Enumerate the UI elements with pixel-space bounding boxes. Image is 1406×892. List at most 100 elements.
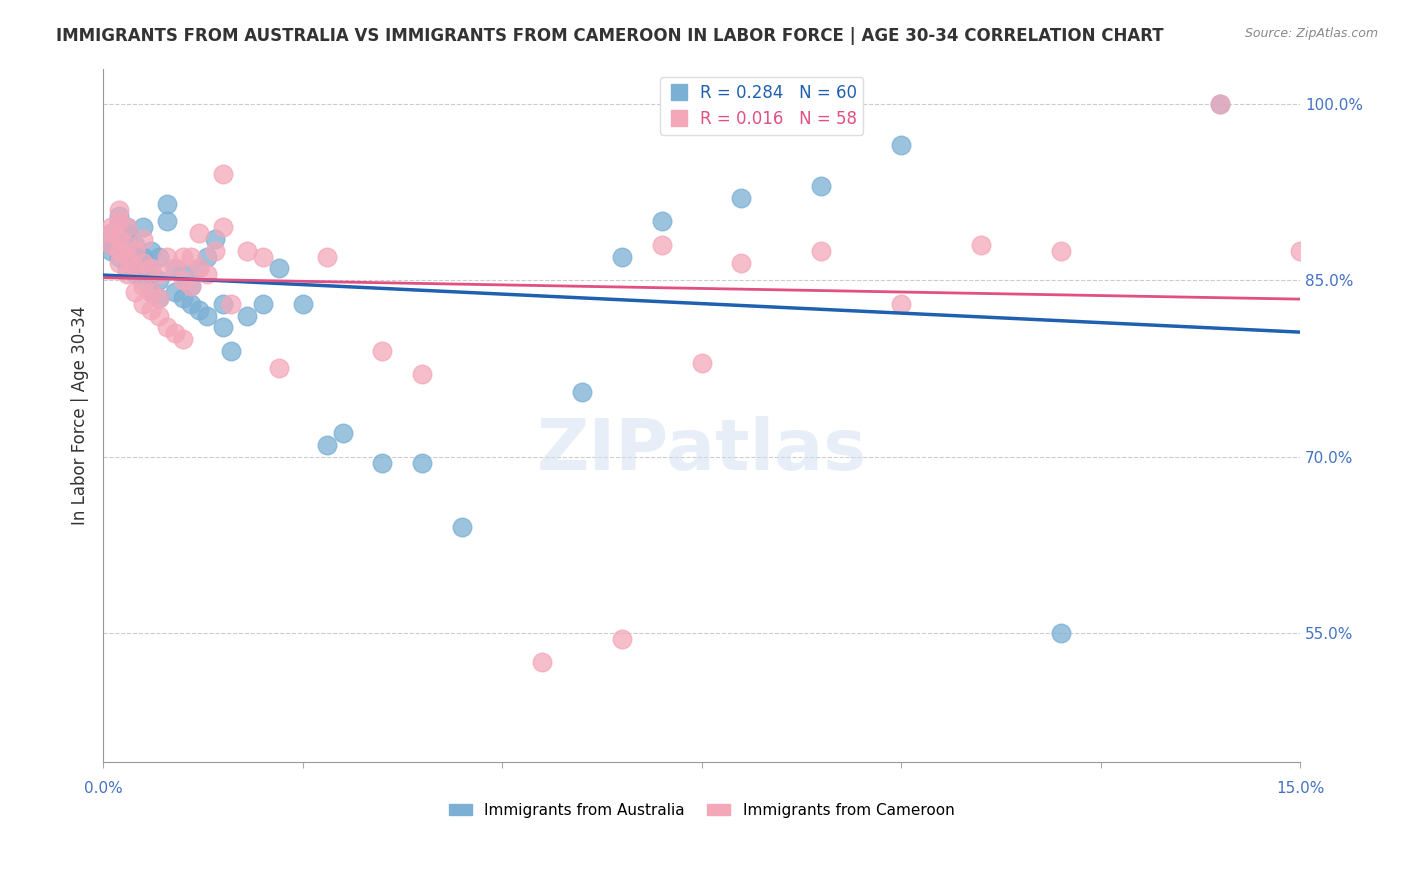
- Point: [100, 226, 122, 240]
- Point: [571, 384, 593, 399]
- Point: [1209, 96, 1232, 111]
- Y-axis label: In Labor Force | Age 30-34: In Labor Force | Age 30-34: [72, 306, 89, 525]
- Point: [139, 285, 162, 299]
- Point: [180, 279, 202, 293]
- Point: [332, 426, 354, 441]
- Text: Source: ZipAtlas.com: Source: ZipAtlas.com: [1244, 27, 1378, 40]
- Point: [115, 220, 138, 235]
- Point: [148, 250, 170, 264]
- Point: [100, 244, 122, 258]
- Point: [195, 250, 218, 264]
- Point: [451, 520, 474, 534]
- Point: [108, 209, 131, 223]
- Point: [530, 656, 553, 670]
- Point: [108, 232, 131, 246]
- Point: [172, 273, 194, 287]
- Point: [115, 261, 138, 276]
- Point: [187, 261, 209, 276]
- Point: [132, 297, 155, 311]
- Point: [115, 220, 138, 235]
- Point: [108, 220, 131, 235]
- Point: [108, 250, 131, 264]
- Point: [690, 355, 713, 369]
- Point: [132, 261, 155, 276]
- Point: [211, 320, 233, 334]
- Point: [610, 250, 633, 264]
- Point: [204, 232, 226, 246]
- Point: [100, 220, 122, 235]
- Point: [195, 268, 218, 282]
- Point: [252, 297, 274, 311]
- Point: [108, 255, 131, 269]
- Point: [610, 632, 633, 646]
- Point: [236, 244, 259, 258]
- Point: [195, 309, 218, 323]
- Point: [187, 261, 209, 276]
- Point: [132, 250, 155, 264]
- Point: [163, 285, 186, 299]
- Point: [172, 332, 194, 346]
- Legend: Immigrants from Australia, Immigrants from Cameroon: Immigrants from Australia, Immigrants fr…: [443, 797, 960, 824]
- Point: [411, 456, 433, 470]
- Point: [156, 250, 179, 264]
- Point: [1209, 96, 1232, 111]
- Point: [371, 343, 394, 358]
- Point: [115, 232, 138, 246]
- Point: [1289, 244, 1312, 258]
- Point: [730, 255, 752, 269]
- Point: [315, 438, 337, 452]
- Point: [810, 244, 832, 258]
- Point: [156, 320, 179, 334]
- Point: [139, 268, 162, 282]
- Point: [267, 361, 290, 376]
- Point: [108, 244, 131, 258]
- Point: [211, 220, 233, 235]
- Point: [187, 226, 209, 240]
- Point: [890, 138, 912, 153]
- Point: [132, 220, 155, 235]
- Point: [124, 250, 146, 264]
- Point: [219, 297, 242, 311]
- Point: [124, 261, 146, 276]
- Point: [172, 291, 194, 305]
- Point: [810, 179, 832, 194]
- Point: [139, 261, 162, 276]
- Point: [156, 196, 179, 211]
- Point: [100, 238, 122, 252]
- Point: [132, 255, 155, 269]
- Point: [371, 456, 394, 470]
- Point: [156, 214, 179, 228]
- Point: [115, 238, 138, 252]
- Point: [148, 268, 170, 282]
- Point: [211, 297, 233, 311]
- Point: [148, 291, 170, 305]
- Point: [124, 238, 146, 252]
- Point: [108, 214, 131, 228]
- Point: [204, 244, 226, 258]
- Point: [180, 279, 202, 293]
- Point: [219, 343, 242, 358]
- Point: [890, 297, 912, 311]
- Point: [651, 214, 673, 228]
- Point: [411, 368, 433, 382]
- Point: [132, 273, 155, 287]
- Point: [187, 302, 209, 317]
- Point: [970, 238, 993, 252]
- Point: [180, 297, 202, 311]
- Point: [139, 285, 162, 299]
- Point: [115, 238, 138, 252]
- Point: [172, 268, 194, 282]
- Point: [315, 250, 337, 264]
- Point: [115, 226, 138, 240]
- Point: [730, 191, 752, 205]
- Point: [148, 309, 170, 323]
- Point: [180, 250, 202, 264]
- Text: IMMIGRANTS FROM AUSTRALIA VS IMMIGRANTS FROM CAMEROON IN LABOR FORCE | AGE 30-34: IMMIGRANTS FROM AUSTRALIA VS IMMIGRANTS …: [56, 27, 1164, 45]
- Point: [1049, 244, 1071, 258]
- Point: [211, 167, 233, 181]
- Point: [148, 291, 170, 305]
- Point: [124, 268, 146, 282]
- Point: [651, 238, 673, 252]
- Point: [139, 244, 162, 258]
- Point: [267, 261, 290, 276]
